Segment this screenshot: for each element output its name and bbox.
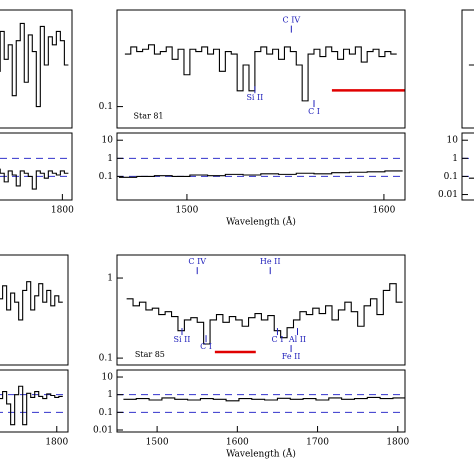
panel (117, 394, 405, 413)
panel (0, 157, 72, 190)
x-tick-label: 1500 (175, 206, 198, 216)
y-tick-label: 0.01 (438, 190, 458, 200)
x-axis-label: Wavelength (Å) (226, 448, 296, 460)
y-tick-label: 0.01 (93, 425, 113, 435)
y-tick-label: 10 (102, 373, 114, 383)
y-tick-label: 1 (107, 154, 113, 164)
spectrum (0, 168, 69, 190)
x-tick-label: 1800 (51, 206, 74, 216)
frame (0, 132, 73, 201)
frame (0, 369, 69, 433)
frame (116, 254, 406, 366)
line-label: Star 85 (135, 350, 165, 359)
spectrum (468, 177, 474, 179)
panel (0, 22, 69, 108)
y-tick-label: 0.1 (99, 408, 113, 418)
y-tick-label: 0.1 (99, 354, 113, 364)
line-label: C IV (283, 16, 301, 25)
spectrum (124, 44, 397, 102)
line-label: Al II (288, 335, 306, 344)
frame (116, 9, 406, 129)
line-label: C IV (188, 257, 206, 266)
spectrum (0, 281, 63, 321)
y-tick-label: 1 (107, 274, 113, 284)
y-tick-label: 0.1 (444, 172, 458, 182)
spectrum (118, 170, 403, 178)
line-label: C I (272, 335, 284, 344)
spectrum (126, 283, 403, 345)
line-label: Si II (246, 93, 263, 102)
spectrum (123, 396, 405, 402)
panel (126, 283, 403, 354)
frame (116, 132, 406, 201)
panel (124, 44, 405, 102)
spectrum (468, 64, 474, 66)
x-tick-label: 1800 (386, 438, 409, 448)
panel (0, 385, 68, 426)
spectrum (0, 385, 63, 426)
frame (0, 254, 69, 366)
line-label: Si II (174, 335, 191, 344)
x-axis-label: Wavelength (Å) (226, 216, 296, 228)
y-tick-label: 1 (107, 390, 113, 400)
line-label: C I (308, 107, 320, 116)
y-tick-label: 1 (452, 154, 458, 164)
panel (0, 281, 63, 321)
x-tick-label: 1700 (306, 438, 329, 448)
x-tick-label: 1600 (372, 206, 395, 216)
x-tick-label: 1500 (146, 438, 169, 448)
panel (468, 64, 474, 66)
y-tick-label: 10 (447, 136, 459, 146)
frame (461, 132, 474, 201)
line-label: He II (260, 257, 281, 266)
spectrum (0, 22, 69, 108)
frame (116, 369, 406, 433)
y-tick-label: 0.1 (99, 172, 113, 182)
x-tick-label: 1600 (226, 438, 249, 448)
line-label: Fe II (282, 352, 301, 361)
x-tick-label: 1800 (45, 438, 68, 448)
panel (462, 157, 474, 179)
panel (117, 157, 405, 178)
frame (0, 9, 73, 129)
y-tick-label: 10 (102, 136, 114, 146)
y-tick-label: 0.1 (99, 102, 113, 112)
frame (461, 9, 474, 129)
line-label: C I (200, 342, 212, 351)
line-label: Star 81 (134, 111, 164, 120)
